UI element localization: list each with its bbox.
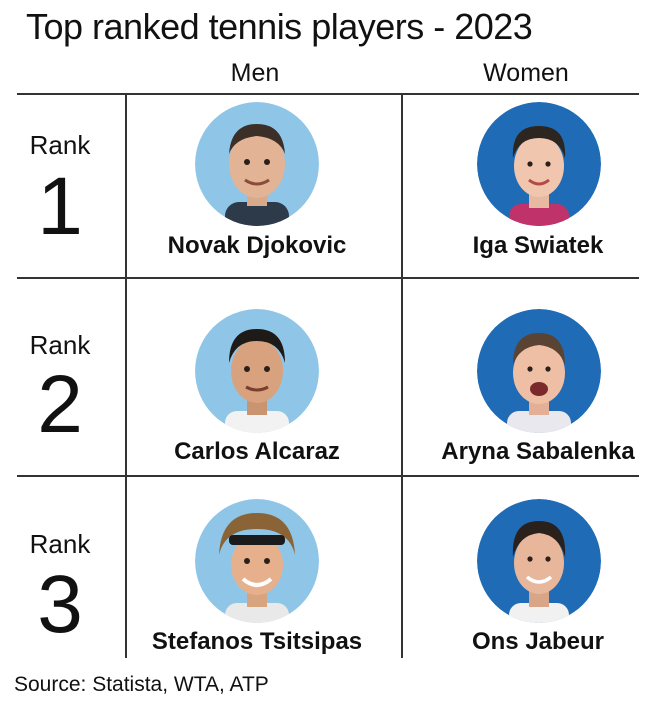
player-portrait-icon xyxy=(195,499,319,623)
player-name-women: Aryna Sabalenka xyxy=(441,438,635,465)
column-header-men: Men xyxy=(230,59,280,87)
player-name-women: Ons Jabeur xyxy=(471,628,605,655)
column-divider xyxy=(401,95,403,658)
player-portrait-icon xyxy=(195,309,319,433)
column-header-women: Women xyxy=(483,59,569,87)
row-divider xyxy=(17,277,639,279)
rank-number: 3 xyxy=(37,559,83,650)
player-portrait-icon xyxy=(477,499,601,623)
rank-label: Rank xyxy=(29,130,91,160)
player-portrait-icon xyxy=(195,102,319,226)
table-top-divider xyxy=(17,93,639,95)
row-divider xyxy=(17,475,639,477)
rank-label: Rank xyxy=(29,330,91,360)
player-portrait-icon xyxy=(477,309,601,433)
source-note: Source: Statista, WTA, ATP xyxy=(14,673,269,696)
player-name-men: Carlos Alcaraz xyxy=(174,438,340,465)
rank-number: 2 xyxy=(37,359,83,450)
chart-title: Top ranked tennis players - 2023 xyxy=(26,6,533,47)
rank-label: Rank xyxy=(29,529,91,559)
player-name-men: Novak Djokovic xyxy=(167,232,347,259)
rank-number: 1 xyxy=(37,161,83,252)
player-portrait-icon xyxy=(477,102,601,226)
player-name-women: Iga Swiatek xyxy=(472,232,604,259)
column-divider xyxy=(125,95,127,658)
player-name-men: Stefanos Tsitsipas xyxy=(151,628,363,655)
